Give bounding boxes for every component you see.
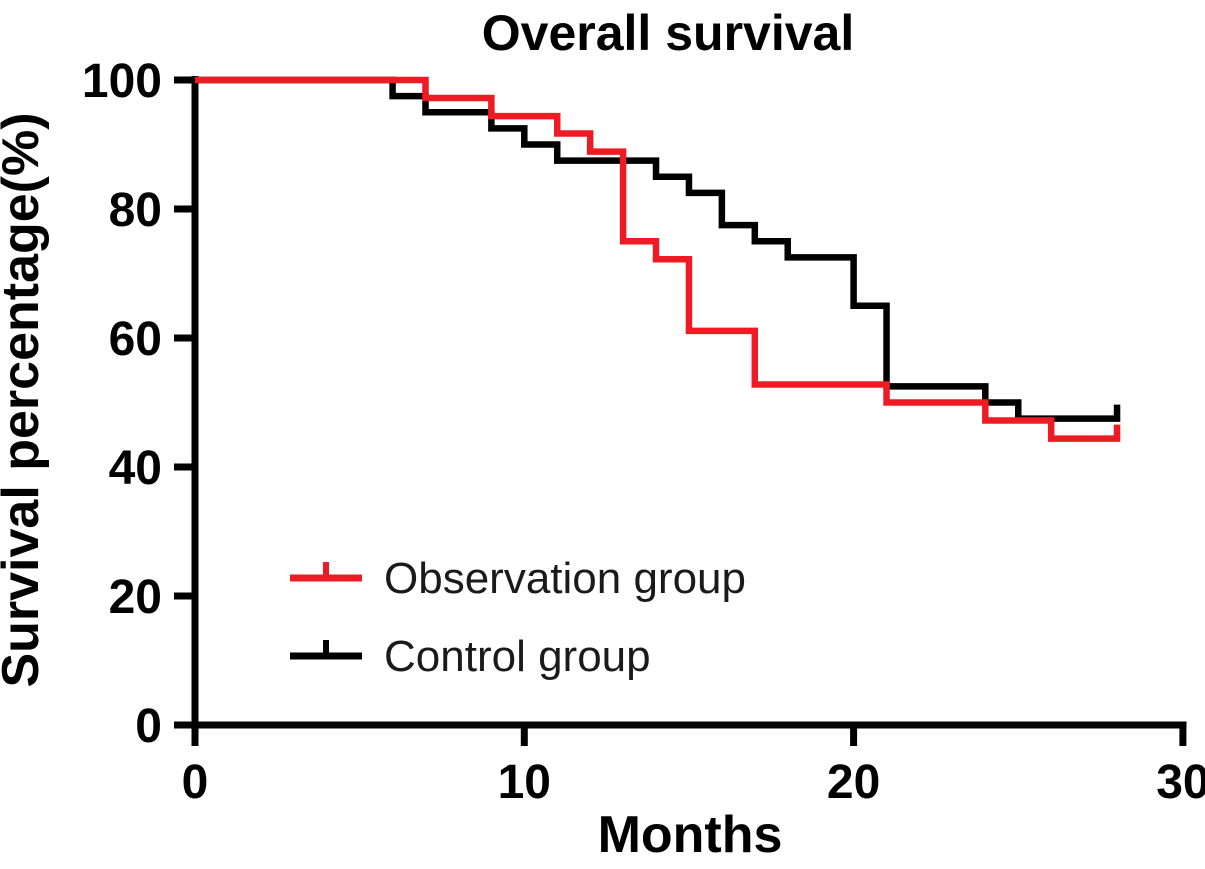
y-tick-label: 40 [109, 442, 162, 495]
y-tick-label: 100 [82, 55, 162, 108]
y-tick-label: 60 [109, 313, 162, 366]
x-axis-ticks: 0 10 20 30 [182, 725, 1205, 809]
survival-curves [195, 76, 1121, 442]
x-tick-label: 30 [1156, 756, 1205, 809]
y-tick-label: 80 [109, 184, 162, 237]
survival-curve-observation-group [195, 76, 1121, 442]
legend-control-label: Control group [384, 632, 651, 681]
x-tick-label: 10 [498, 756, 551, 809]
legend: Observation group Control group [290, 554, 746, 681]
chart-title: Overall survival [482, 5, 854, 61]
y-tick-label: 20 [109, 571, 162, 624]
x-axis-title: Months [598, 806, 783, 864]
legend-observation-label: Observation group [384, 554, 746, 603]
x-tick-label: 20 [827, 756, 880, 809]
y-axis-title: Survival percentage(%) [0, 112, 50, 687]
y-tick-label: 0 [135, 700, 162, 753]
y-axis-ticks: 0 20 40 60 80 100 [82, 55, 195, 753]
x-tick-label: 0 [182, 756, 209, 809]
